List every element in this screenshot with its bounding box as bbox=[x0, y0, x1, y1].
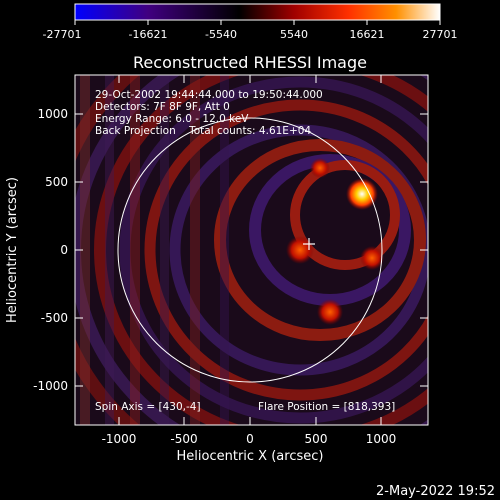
x-tick-label: 0 bbox=[246, 432, 254, 446]
y-tick-label: 0 bbox=[60, 243, 68, 257]
colorbar-tick-label: 16621 bbox=[350, 28, 385, 41]
colorbar-tick-label: 27701 bbox=[423, 28, 458, 41]
colorbar bbox=[74, 3, 441, 21]
colorbar-tick-label: -5540 bbox=[205, 28, 237, 41]
reconstructed-image bbox=[75, 75, 428, 425]
x-axis-label: Heliocentric X (arcsec) bbox=[177, 449, 324, 464]
y-tick-label: 500 bbox=[45, 175, 68, 189]
info-line-detectors: Detectors: 7F 8F 9F, Att 0 bbox=[95, 101, 230, 113]
info-line-method: Back Projection Total counts: 4.61E+04 bbox=[95, 125, 311, 137]
x-axis-ticks bbox=[118, 75, 382, 425]
y-axis-label: Heliocentric Y (arcsec) bbox=[5, 177, 20, 323]
colorbar-ticks bbox=[74, 20, 441, 25]
y-tick-label: 1000 bbox=[37, 107, 68, 121]
x-tick-label: 500 bbox=[305, 432, 328, 446]
plot-title: Reconstructed RHESSI Image bbox=[133, 53, 367, 72]
flare-position-label: Flare Position = [818,393] bbox=[258, 401, 395, 413]
y-axis-ticks bbox=[75, 113, 428, 387]
x-tick-label: -500 bbox=[170, 432, 197, 446]
colorbar-tick-label: -27701 bbox=[43, 28, 82, 41]
colorbar-tick-label: -16621 bbox=[129, 28, 168, 41]
info-line-energy: Energy Range: 6.0 - 12.0 keV bbox=[95, 113, 249, 125]
y-tick-label: -500 bbox=[41, 311, 68, 325]
solar-limb-circle bbox=[117, 117, 383, 383]
footer-date: 2-May-2022 19:52 bbox=[376, 484, 495, 499]
spin-axis-label: Spin Axis = [430,-4] bbox=[95, 401, 201, 413]
colorbar-tick-label: 5540 bbox=[280, 28, 308, 41]
x-tick-label: 1000 bbox=[366, 432, 397, 446]
info-line-time: 29-Oct-2002 19:44:44.000 to 19:50:44.000 bbox=[95, 89, 323, 101]
x-tick-label: -1000 bbox=[102, 432, 137, 446]
y-tick-label: -1000 bbox=[33, 379, 68, 393]
spin-axis-marker bbox=[303, 238, 315, 250]
